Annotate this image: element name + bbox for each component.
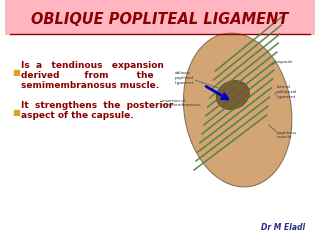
Text: aspect of the capsule.: aspect of the capsule. xyxy=(21,110,134,120)
Text: lateral
collateral
ligament: lateral collateral ligament xyxy=(276,85,297,99)
Text: semimembranosus muscle.: semimembranosus muscle. xyxy=(21,80,159,90)
Text: ■: ■ xyxy=(12,108,20,116)
Text: Is  a   tendinous   expansion: Is a tendinous expansion xyxy=(21,60,164,70)
Ellipse shape xyxy=(216,81,249,109)
Text: ■: ■ xyxy=(12,67,20,77)
Text: popliteus
muscle: popliteus muscle xyxy=(276,131,297,139)
FancyBboxPatch shape xyxy=(5,0,315,35)
Text: capsule: capsule xyxy=(276,60,293,64)
Text: insertion of
semimembranosus: insertion of semimembranosus xyxy=(162,99,202,108)
Text: derived        from         the: derived from the xyxy=(21,71,154,79)
Text: It  strengthens  the  posterior: It strengthens the posterior xyxy=(21,101,173,109)
Ellipse shape xyxy=(183,33,292,187)
Text: Dr M Eladl: Dr M Eladl xyxy=(261,223,306,233)
Text: OBLIQUE POPLITEAL LIGAMENT: OBLIQUE POPLITEAL LIGAMENT xyxy=(31,12,289,28)
Text: oblique
popliteal
ligament: oblique popliteal ligament xyxy=(175,71,194,85)
